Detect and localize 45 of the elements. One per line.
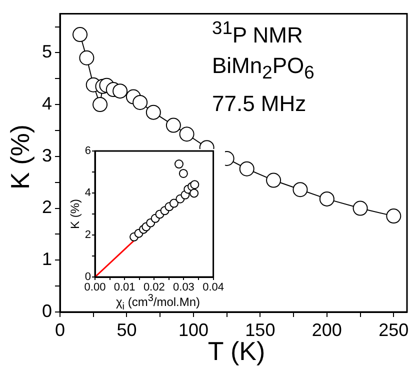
y-tick-label: 2	[84, 229, 91, 242]
point	[174, 160, 184, 169]
point	[319, 191, 334, 206]
y-tick-label: 4	[42, 94, 52, 114]
point	[179, 126, 194, 142]
point	[92, 97, 108, 112]
point	[169, 198, 178, 208]
point	[79, 50, 94, 66]
x-tick-label: 0	[54, 320, 66, 340]
y-axis-title: K (%)	[5, 124, 35, 190]
x-axis-title: χ$_{i}$ (cm$^{3}$/mol.Mn)	[114, 293, 202, 312]
y-axis-title: K (%)	[68, 199, 82, 229]
y-tick-label: 2	[42, 197, 52, 218]
x-tick-label: 0.00	[84, 282, 106, 294]
y-tick-label: 0	[84, 271, 91, 284]
x-tick-label: 0.02	[143, 282, 165, 294]
y-tick-label: 3	[42, 145, 52, 166]
x-tick-label: 100	[178, 320, 208, 340]
annotation: $^{31}$P NMR	[212, 16, 304, 50]
point	[166, 118, 181, 133]
point	[132, 94, 148, 110]
x-tick-label: 0.04	[202, 282, 224, 294]
point	[190, 180, 200, 190]
point	[146, 104, 161, 120]
point	[266, 172, 282, 188]
y-tick-label: 1	[42, 249, 52, 270]
x-tick-label: 200	[312, 320, 342, 340]
point	[112, 84, 128, 99]
y-tick-label: 5	[42, 42, 52, 62]
x-tick-label: 0.01	[114, 282, 136, 294]
x-tick-label: 50	[116, 320, 137, 340]
point	[178, 168, 188, 178]
point	[352, 200, 368, 216]
y-tick-label: 6	[84, 145, 91, 158]
annotation: 77.5 MHz	[212, 90, 308, 118]
x-tick-label: 0.03	[173, 282, 194, 294]
point	[292, 182, 308, 198]
y-tick-label: 0	[42, 300, 52, 321]
annotation: BiMn$_{2}$PO$_{6}$	[212, 52, 314, 85]
point	[239, 161, 254, 176]
point	[386, 208, 402, 224]
point	[190, 188, 199, 198]
y-tick-label: 4	[84, 187, 91, 200]
point	[72, 27, 88, 42]
x-tick-label: 250	[378, 320, 409, 340]
